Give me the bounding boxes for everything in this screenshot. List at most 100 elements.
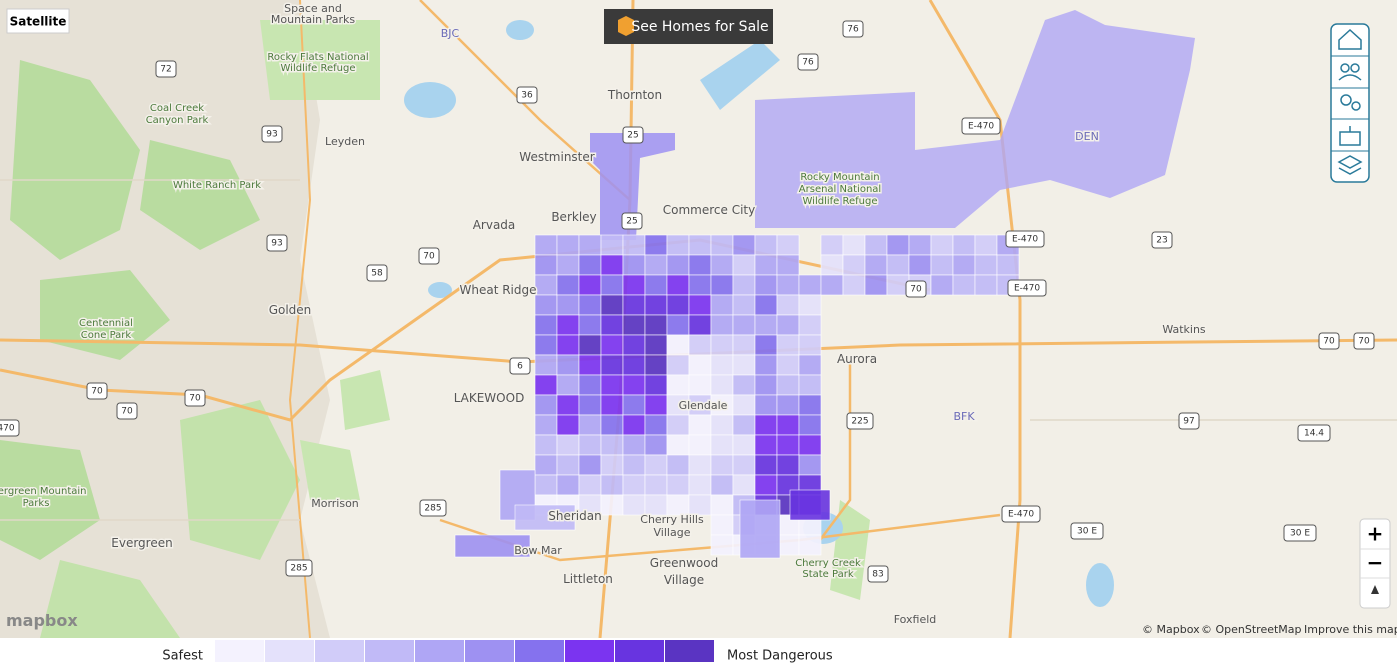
road-shield-label: 6 [517,362,523,372]
neighborhood [688,334,712,356]
place-label: Mountain Parks [271,13,356,26]
place-label: Wildlife Refuge [281,63,356,74]
neighborhood [974,254,998,276]
place-label: Foxfield [894,613,937,626]
place-label: Coal Creek [150,103,204,114]
neighborhood [534,274,558,296]
attribution-osm[interactable]: © OpenStreetMap [1201,623,1302,636]
neighborhood [578,294,602,316]
north-region [590,133,675,240]
layers-icon[interactable] [1337,155,1363,175]
neighborhood [622,234,646,256]
neighborhood [622,394,646,416]
mapbox-logo[interactable]: mapbox [6,611,78,630]
neighborhood [600,274,624,296]
neighborhood [688,294,712,316]
road-shield [905,280,927,298]
satellite-button[interactable] [6,8,70,34]
zoom-in[interactable]: + [1367,522,1384,546]
road-shield-label: 30 E [1290,529,1310,539]
road-shield-label: 70 [189,394,201,404]
neighborhood [556,454,580,476]
neighborhood [908,254,932,276]
neighborhood [644,374,668,396]
neighborhood [644,354,668,376]
neighborhood [644,414,668,436]
place-label: Village [654,526,691,539]
place-label: Berkley [551,210,596,224]
place-label: Westminster [519,150,594,164]
road-shield-label: 76 [802,58,814,68]
neighborhood [864,274,888,296]
road-shield-label: 93 [271,239,282,249]
road-shield [846,412,874,430]
home-icon[interactable] [1338,28,1362,50]
neighborhood [732,374,756,396]
neighborhood [688,434,712,456]
road-shield-label: 36 [521,91,533,101]
neighborhood [930,234,954,256]
neighborhood [644,474,668,496]
homes-icon [618,16,634,36]
neighborhood [754,394,778,416]
neighborhood [798,334,822,356]
compass-reset[interactable] [1371,585,1379,594]
neighborhood [556,474,580,496]
neighborhood [732,314,756,336]
neighborhood [600,354,624,376]
place-label: Wheat Ridge [459,283,536,297]
neighborhood [534,414,558,436]
neighborhood [666,354,690,376]
place-label: Canyon Park [146,115,209,126]
neighborhood [666,414,690,436]
road-shield-label: 25 [627,131,638,141]
neighborhood [732,434,756,456]
place-label: Sheridan [548,509,601,523]
neighborhood [798,434,822,456]
neighborhood [739,499,781,559]
zoom-out[interactable]: − [1367,551,1384,575]
neighborhood [754,294,778,316]
place-label: Leyden [325,135,365,148]
road-shield-label: E-470 [1014,284,1040,294]
neighborhood [644,274,668,296]
road-shield-label: 25 [626,217,637,227]
road-shield-label: 470 [0,424,15,434]
place-label: State Park [802,569,853,580]
satellite-label[interactable]: Satellite [10,15,67,29]
attribution-improve[interactable]: Improve this map [1304,623,1397,636]
neighborhood [754,234,778,256]
road-shield [366,264,388,282]
people-icon[interactable] [1340,63,1350,73]
neighborhood [732,254,756,276]
road-shield [1007,279,1047,297]
neighborhood [754,354,778,376]
legend-swatch [565,640,614,662]
neighborhood [578,354,602,376]
neighborhood [732,414,756,436]
legend-swatch [615,640,664,662]
place-label: Space and [284,2,342,15]
road-shield [1283,524,1317,542]
neighborhood [886,254,910,276]
neighborhood [578,374,602,396]
road-shield [418,247,440,265]
road-shield [86,382,108,400]
neighborhood [600,374,624,396]
place-label: Bow Mar [514,544,562,557]
neighborhood [600,254,624,276]
neighborhood [710,514,734,536]
school-icon[interactable] [1339,126,1361,146]
neighborhood [578,274,602,296]
neighborhood [534,254,558,276]
attribution-mapbox[interactable]: © Mapbox [1142,623,1200,636]
homes-label[interactable]: See Homes for Sale [631,19,768,35]
pin-icon[interactable] [1340,94,1352,106]
neighborhood [578,254,602,276]
neighborhood [798,374,822,396]
road-shield [509,357,531,375]
place-label: Wildlife Refuge [803,196,878,207]
neighborhood [952,234,976,256]
neighborhood [732,234,756,256]
